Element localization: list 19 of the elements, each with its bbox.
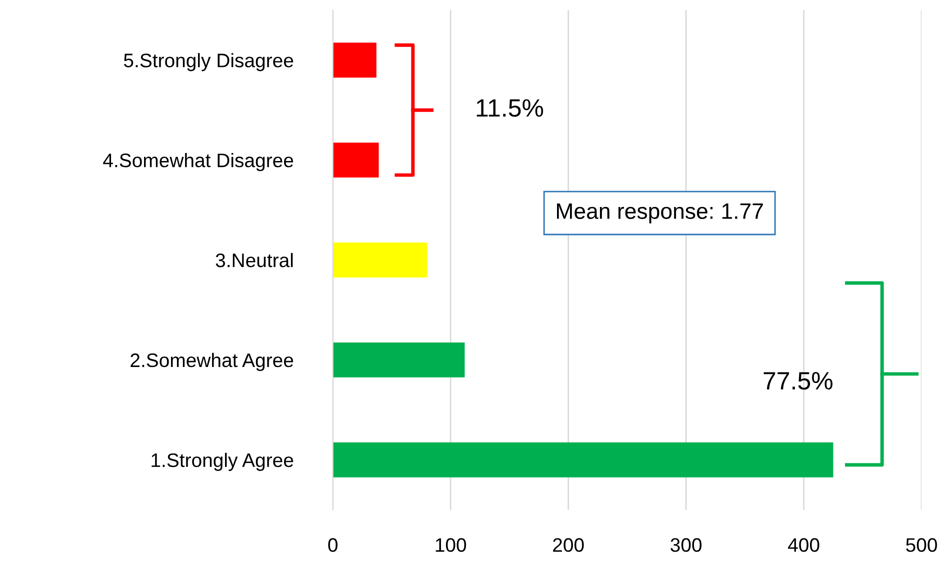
x-tick-label: 0: [328, 538, 338, 552]
x-tick-label: 300: [670, 538, 702, 552]
bar: [332, 342, 465, 378]
x-tick-label: 500: [906, 538, 937, 552]
x-tick-label: 200: [553, 538, 584, 552]
y-tick-label: 2.Somewhat Agree: [130, 352, 294, 372]
y-tick-label: 5.Strongly Disagree: [124, 53, 294, 72]
y-tick-label: 1.Strongly Agree: [152, 452, 294, 471]
bar: [332, 242, 428, 278]
bar: [332, 42, 376, 78]
x-tick-label: 100: [436, 538, 466, 552]
bar: [332, 442, 834, 478]
bar: [332, 142, 379, 178]
x-tick-label: 400: [788, 538, 820, 552]
y-tick-label: 3.Neutral: [216, 252, 293, 268]
annotation: 11.5%: [476, 99, 544, 117]
annotation: Mean response: 1.77: [557, 203, 763, 224]
y-tick-label: 4.Somewhat Disagree: [103, 153, 294, 172]
annotation: 77.5%: [764, 372, 832, 390]
